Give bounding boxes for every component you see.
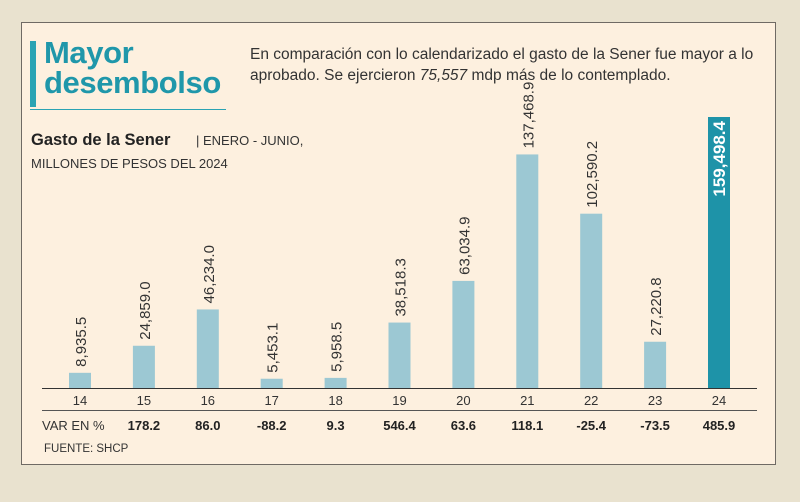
chart-subtitle-units: MILLONES DE PESOS DEL 2024 <box>31 156 228 171</box>
bar-value-label-16: 46,234.0 <box>201 245 218 303</box>
bar-value-label-18: 5,958.5 <box>329 322 346 372</box>
variation-row-label: VAR EN % <box>42 418 105 433</box>
bar-value-label-23: 27,220.8 <box>648 277 665 335</box>
variation-value-16: 86.0 <box>195 418 220 433</box>
chart-title: Gasto de la Sener <box>31 131 171 149</box>
bar-value-label-21: 137,468.9 <box>520 82 537 149</box>
category-label-19: 19 <box>392 393 406 408</box>
category-label-14: 14 <box>73 393 87 408</box>
chart-panel <box>21 22 776 465</box>
variation-value-20: 63.6 <box>451 418 476 433</box>
variation-value-21: 118.1 <box>511 418 543 433</box>
bar-19 <box>388 322 411 388</box>
bar-17 <box>260 378 283 388</box>
subtitle-amount: 75,557 <box>419 67 468 84</box>
source-note: FUENTE: SHCP <box>44 443 129 455</box>
bar-20 <box>452 280 475 388</box>
category-label-17: 17 <box>264 393 278 408</box>
bar-18 <box>324 377 347 388</box>
category-label-24: 24 <box>712 393 726 408</box>
subtitle-text-start: En comparación con lo calendarizado el g… <box>250 46 754 84</box>
bar-value-label-14: 8,935.5 <box>73 317 90 367</box>
bar-value-label-19: 38,518.3 <box>393 258 410 316</box>
bar-14 <box>69 372 91 388</box>
category-label-18: 18 <box>328 393 342 408</box>
bar-value-label-24: 159,498.4 <box>710 120 729 196</box>
bar-15 <box>132 345 155 388</box>
category-label-16: 16 <box>201 393 215 408</box>
page-title: Mayor desembolso <box>44 35 221 100</box>
category-label-20: 20 <box>456 393 470 408</box>
variation-value-24: 485.9 <box>703 418 736 433</box>
chart-subtitle-period: | ENERO - JUNIO, <box>196 133 304 148</box>
variation-value-19: 546.4 <box>383 418 416 433</box>
bar-value-label-15: 24,859.0 <box>137 281 154 339</box>
bar-22 <box>580 213 603 388</box>
category-label-15: 15 <box>137 393 151 408</box>
category-label-21: 21 <box>520 393 534 408</box>
variation-value-17: -88.2 <box>257 418 287 433</box>
category-label-23: 23 <box>648 393 662 408</box>
title-underline <box>30 109 226 110</box>
bar-21 <box>516 154 539 388</box>
variation-value-22: -25.4 <box>576 418 606 433</box>
subtitle-text-end: mdp más de lo contemplado. <box>467 67 671 84</box>
variation-value-23: -73.5 <box>640 418 670 433</box>
bar-24 <box>708 117 730 388</box>
bar-16 <box>196 309 219 388</box>
variation-value-15: 178.2 <box>128 418 161 433</box>
bar-value-label-20: 63,034.9 <box>456 217 473 275</box>
variation-value-18: 9.3 <box>327 418 345 433</box>
bar-value-label-22: 102,590.2 <box>584 141 601 208</box>
bar-23 <box>644 341 667 388</box>
page-subtitle: En comparación con lo calendarizado el g… <box>250 44 770 86</box>
category-label-22: 22 <box>584 393 598 408</box>
title-accent-bar <box>30 41 36 107</box>
bar-value-label-17: 5,453.1 <box>265 323 282 373</box>
